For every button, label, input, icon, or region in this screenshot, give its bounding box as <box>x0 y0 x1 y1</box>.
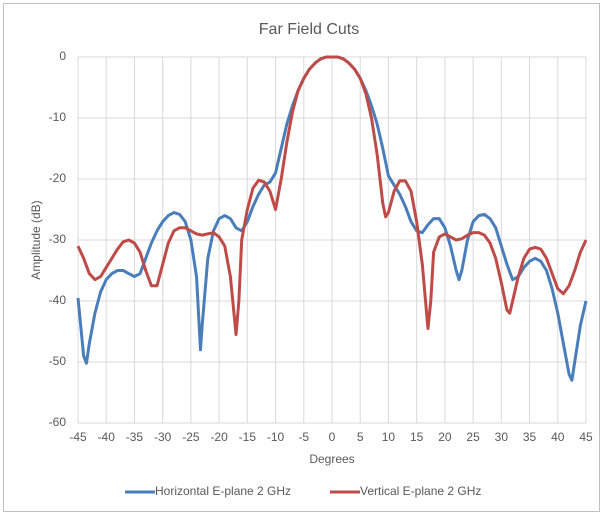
y-axis-label: Amplitude (dB) <box>29 200 43 279</box>
x-tick-label: 0 <box>329 430 336 444</box>
legend-label: Vertical E-plane 2 GHz <box>360 484 481 498</box>
x-tick-label: -20 <box>210 430 228 444</box>
x-tick-label: 10 <box>382 430 396 444</box>
x-tick-label: -45 <box>69 430 87 444</box>
x-tick-label: 20 <box>438 430 452 444</box>
x-tick-label: 35 <box>523 430 537 444</box>
x-tick-label: -40 <box>98 430 116 444</box>
x-tick-label: -15 <box>239 430 257 444</box>
x-tick-label: -5 <box>298 430 309 444</box>
y-tick-label: -20 <box>49 171 67 185</box>
x-tick-label: 40 <box>551 430 565 444</box>
chart-title: Far Field Cuts <box>259 21 359 38</box>
x-tick-label: -35 <box>126 430 144 444</box>
x-tick-label: 15 <box>410 430 424 444</box>
x-tick-label: 25 <box>466 430 480 444</box>
x-tick-label: -25 <box>182 430 200 444</box>
legend-label: Horizontal E-plane 2 GHz <box>155 484 291 498</box>
y-tick-label: -40 <box>49 293 67 307</box>
x-tick-label: -10 <box>267 430 285 444</box>
series-line <box>76 55 588 337</box>
x-tick-label: 30 <box>495 430 509 444</box>
chart-border <box>3 3 600 512</box>
x-tick-label: 5 <box>357 430 364 444</box>
y-tick-label: -10 <box>49 110 67 124</box>
x-tick-label: -30 <box>154 430 172 444</box>
y-tick-label: -30 <box>49 232 67 246</box>
x-tick-label: 45 <box>579 430 593 444</box>
y-tick-label: -60 <box>49 415 67 429</box>
y-tick-label: 0 <box>59 49 66 63</box>
y-tick-label: -50 <box>49 354 67 368</box>
x-axis-label: Degrees <box>309 452 354 466</box>
